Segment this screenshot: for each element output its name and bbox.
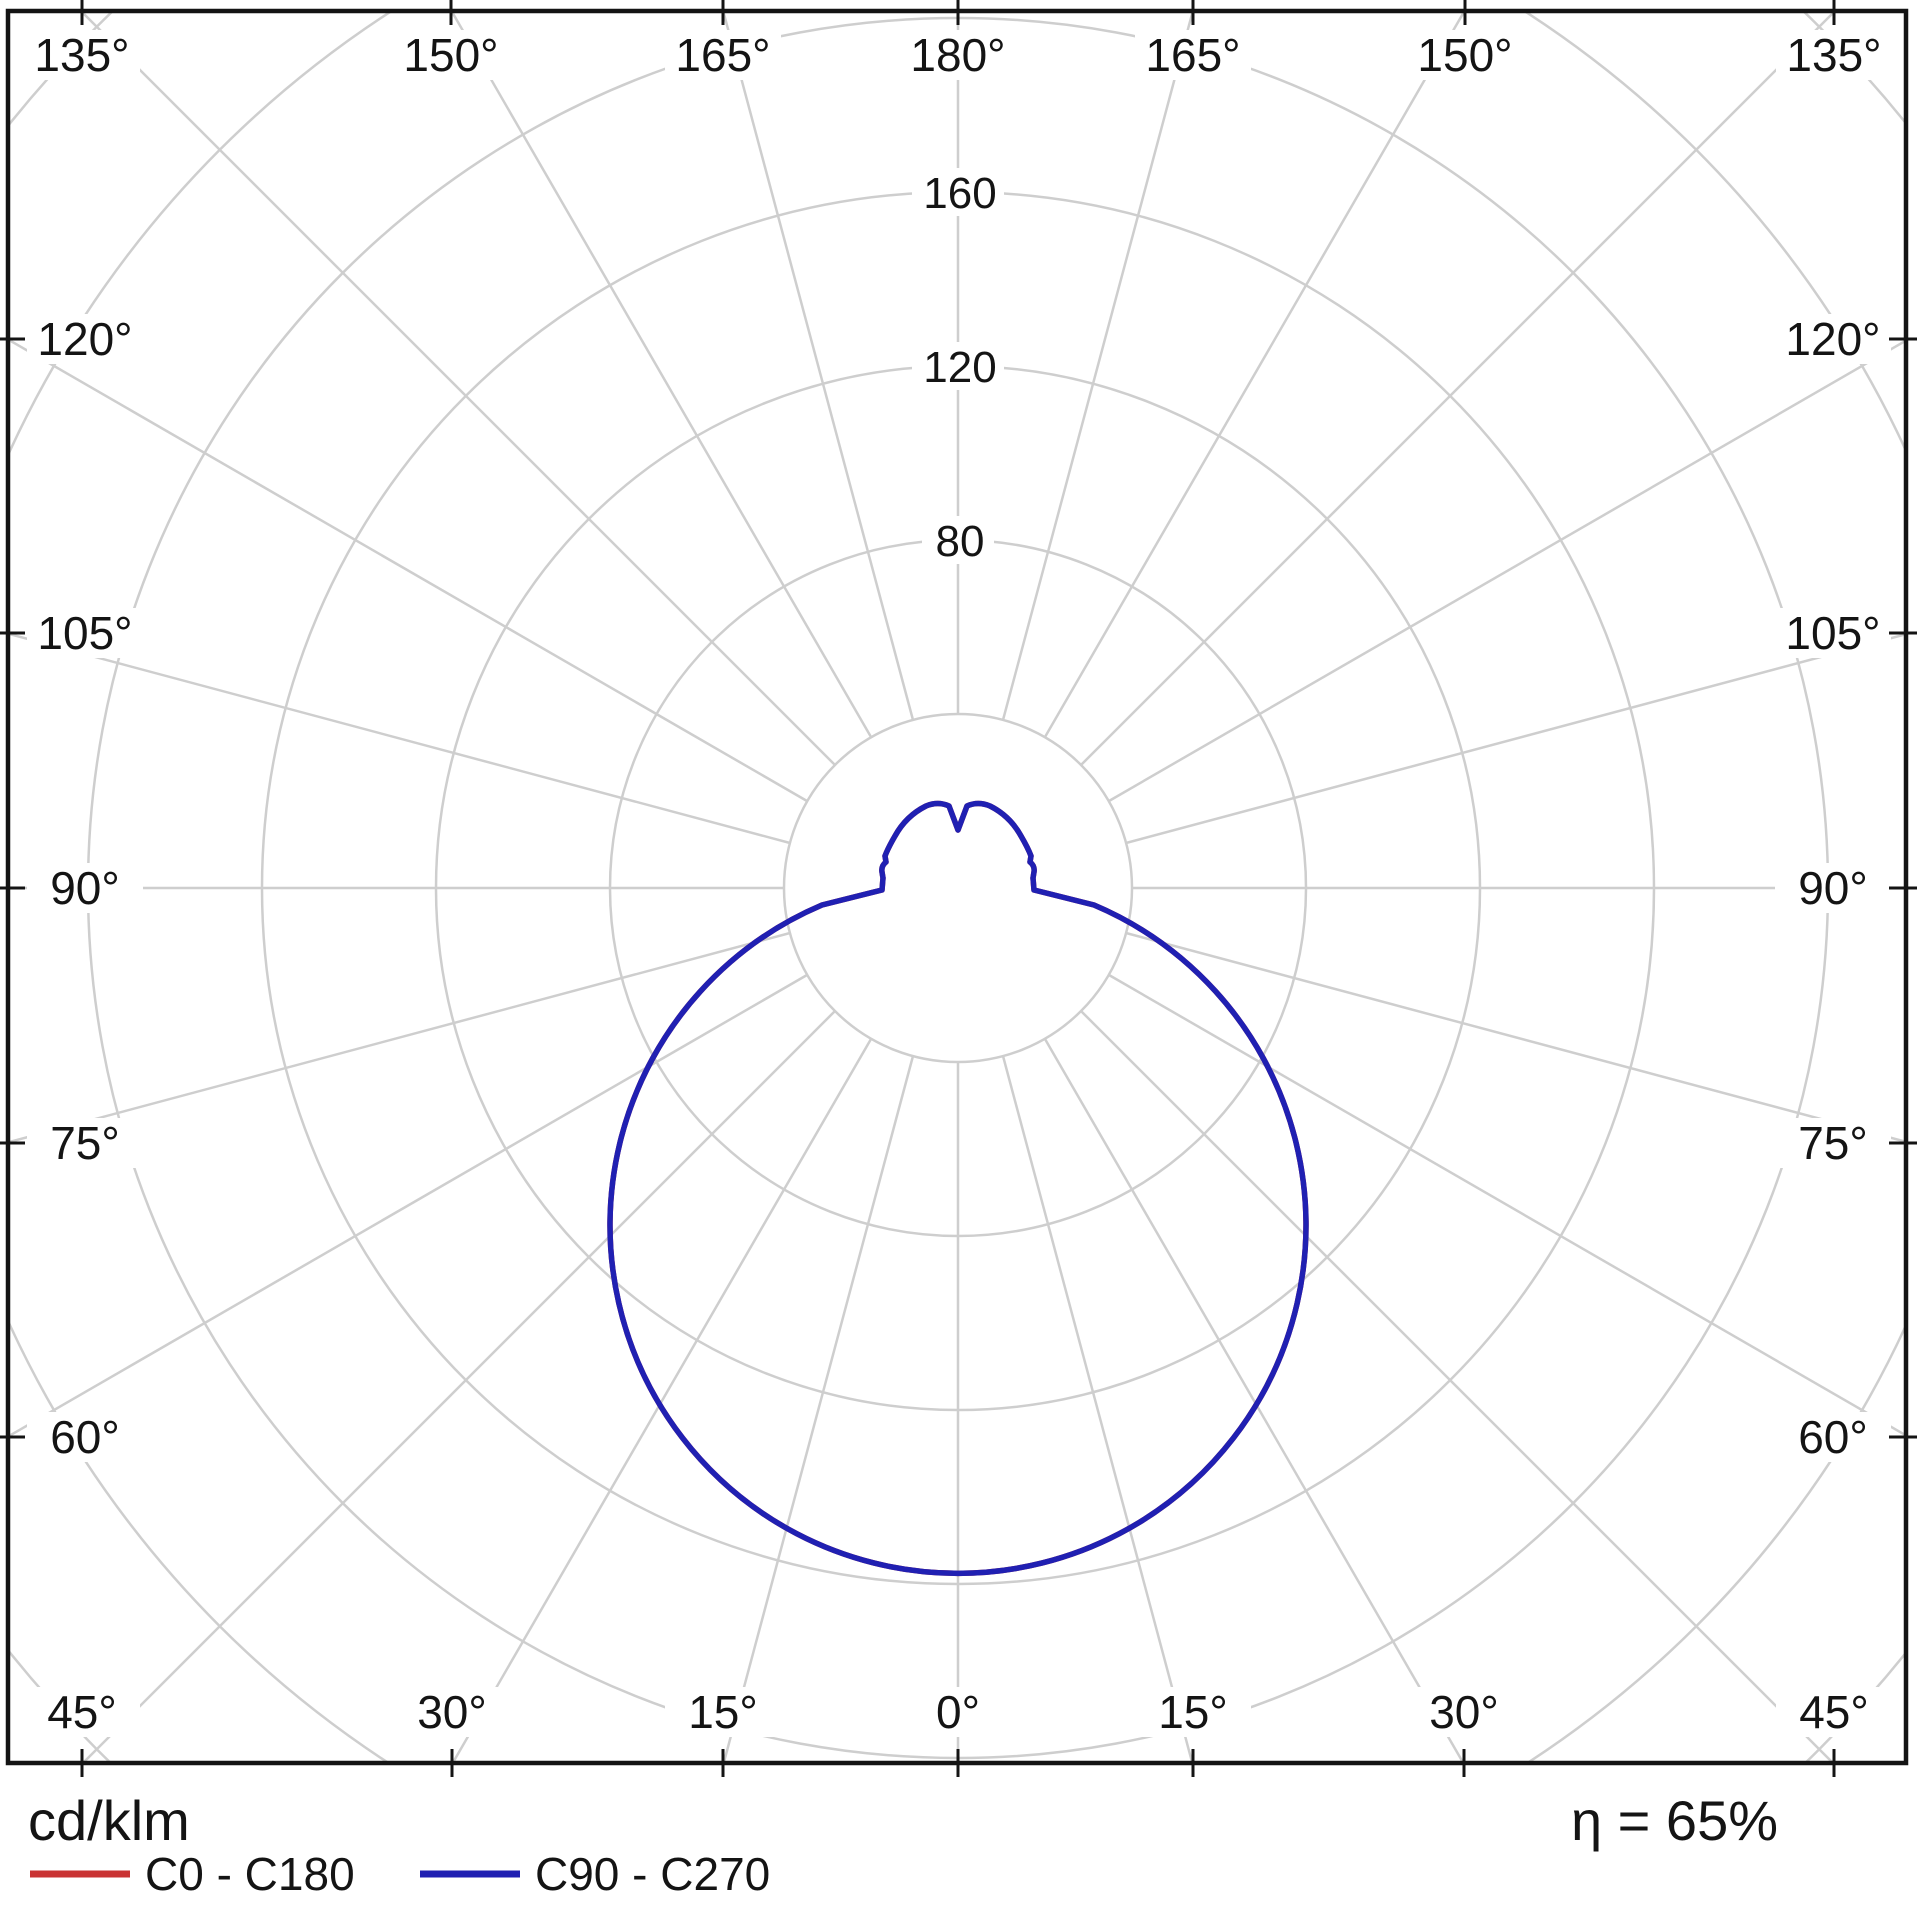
legend-label-c0-c180: C0 - C180 — [145, 1848, 355, 1900]
angle-label: 105° — [37, 607, 132, 659]
angle-label: 45° — [47, 1686, 117, 1738]
angle-label: 60° — [50, 1411, 120, 1463]
angle-label: 0° — [936, 1686, 980, 1738]
label-knockouts — [24, 30, 1892, 1737]
angle-labels: 135° 150° 165° 180° 165° 150° 135° 45° 3… — [34, 29, 1881, 1738]
radial-tick-label: 160 — [923, 169, 996, 218]
angle-label: 90° — [1798, 862, 1868, 914]
angle-label: 75° — [1798, 1117, 1868, 1169]
curves — [607, 800, 1309, 1576]
angle-label: 45° — [1799, 1686, 1869, 1738]
angle-label: 105° — [1785, 607, 1880, 659]
radial-tick-label: 80 — [936, 517, 985, 566]
curve-c90-c270 — [607, 800, 1309, 1576]
legend-label-c90-c270: C90 - C270 — [535, 1848, 770, 1900]
radial-tick-label: 120 — [923, 343, 996, 392]
angle-label: 165° — [1145, 29, 1240, 81]
radial-labels: 160 120 80 — [923, 169, 996, 566]
angle-label: 15° — [1158, 1686, 1228, 1738]
angle-label: 60° — [1798, 1411, 1868, 1463]
units-label: cd/klm — [28, 1789, 190, 1852]
angle-label: 120° — [1785, 313, 1880, 365]
angle-label: 135° — [1786, 29, 1881, 81]
angle-label: 30° — [417, 1686, 487, 1738]
angle-label: 15° — [688, 1686, 758, 1738]
angle-label: 135° — [34, 29, 129, 81]
angle-label: 150° — [1417, 29, 1512, 81]
angle-label: 30° — [1429, 1686, 1499, 1738]
efficiency-label: η = 65% — [1571, 1789, 1778, 1852]
angle-label: 165° — [675, 29, 770, 81]
angle-label: 75° — [50, 1117, 120, 1169]
angle-label: 120° — [37, 313, 132, 365]
legend: C0 - C180 C90 - C270 — [30, 1848, 770, 1900]
angle-label: 180° — [910, 29, 1005, 81]
chart-footer: cd/klm C0 - C180 C90 - C270 η = 65% — [28, 1789, 1778, 1900]
frame-ticks — [0, 0, 1917, 1777]
angle-label: 150° — [403, 29, 498, 81]
angle-label: 90° — [50, 862, 120, 914]
